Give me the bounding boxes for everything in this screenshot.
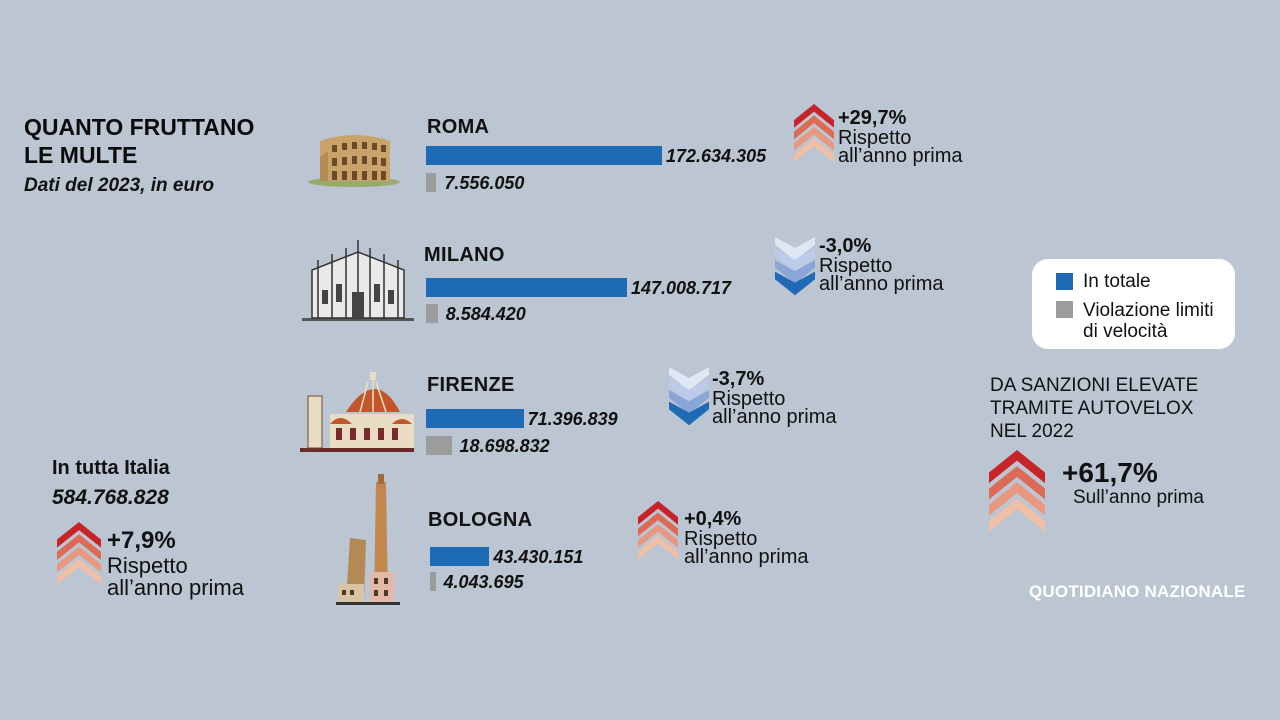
legend-label-speed: Violazione limiti di velocità — [1083, 300, 1214, 342]
chevron-stripe — [669, 401, 709, 426]
change-text-firenze: Rispetto all’anno prima — [712, 388, 837, 428]
bar-total-firenze — [426, 409, 524, 428]
italy-label: In tutta Italia — [52, 457, 170, 479]
chevron-stripe — [989, 498, 1045, 532]
florence-duomo-icon — [300, 372, 414, 452]
legend-swatch-speed — [1056, 301, 1073, 318]
bar-speed-bologna — [430, 572, 436, 591]
change-value-firenze: -3,7% — [712, 368, 765, 390]
change-value-bologna: +0,4% — [684, 508, 742, 530]
bar-speed-milano — [426, 304, 438, 323]
value-speed-roma: 7.556.050 — [444, 173, 525, 193]
change-value-milano: -3,0% — [819, 235, 872, 257]
chevron-stripe — [989, 450, 1045, 484]
value-speed-milano: 8.584.420 — [445, 304, 526, 324]
arrow-up-icon — [989, 450, 1045, 532]
chevron-stripe — [57, 558, 101, 585]
bar-speed-roma — [426, 173, 437, 192]
value-total-roma: 172.634.305 — [666, 146, 767, 166]
chevron-stripe — [57, 546, 101, 573]
arrow-up-icon — [794, 104, 834, 163]
change-text-bologna: Rispetto all’anno prima — [684, 528, 809, 568]
chevron-stripe — [638, 535, 678, 560]
chevron-stripe — [669, 378, 709, 403]
italy-change: +7,9% — [107, 527, 176, 554]
chevron-stripe — [57, 522, 101, 548]
bar-total-milano — [426, 278, 627, 297]
chevron-stripe — [775, 271, 815, 296]
change-value-roma: +29,7% — [838, 107, 907, 129]
legend-label-total: In totale — [1083, 271, 1151, 292]
autovelox-change-text: Sull’anno prima — [1073, 487, 1204, 508]
bar-total-bologna — [430, 547, 490, 566]
chevron-stripe — [775, 237, 815, 261]
colosseum-icon — [308, 135, 400, 187]
bologna-towers-icon — [336, 474, 400, 605]
autovelox-note: DA SANZIONI ELEVATE TRAMITE AUTOVELOX NE… — [990, 375, 1199, 442]
autovelox-change: +61,7% — [1062, 457, 1158, 488]
value-speed-bologna: 4.043.695 — [443, 572, 524, 592]
bar-total-roma — [426, 146, 662, 165]
chevron-stripe — [794, 115, 834, 140]
chevron-stripe — [794, 138, 834, 163]
change-text-milano: Rispetto all’anno prima — [819, 255, 944, 295]
value-total-firenze: 71.396.839 — [527, 409, 618, 429]
chart-title: QUANTO FRUTTANO LE MULTE — [24, 114, 255, 168]
value-speed-firenze: 18.698.832 — [459, 436, 550, 456]
brand-logo: QUOTIDIANO NAZIONALE — [1029, 582, 1246, 601]
chevron-stripe — [638, 524, 678, 548]
chevron-stripe — [669, 367, 709, 391]
value-total-milano: 147.008.717 — [630, 278, 732, 298]
chevron-stripe — [794, 127, 834, 151]
value-total-bologna: 43.430.151 — [493, 547, 584, 567]
arrow-down-icon — [775, 237, 815, 296]
arrow-down-icon — [669, 367, 709, 426]
chart-subtitle: Dati del 2023, in euro — [24, 175, 215, 196]
city-label-roma: ROMA — [427, 116, 490, 138]
chevron-stripe — [775, 260, 815, 284]
chevron-stripe — [57, 534, 101, 560]
legend: In totale Violazione limiti di velocità — [1032, 259, 1235, 349]
arrow-up-icon — [57, 522, 101, 585]
chevron-stripe — [989, 466, 1045, 500]
chevron-stripe — [794, 104, 834, 128]
chevron-stripe — [775, 248, 815, 273]
italy-change-text: Rispetto all’anno prima — [107, 553, 244, 600]
city-label-milano: MILANO — [424, 244, 505, 266]
bar-speed-firenze — [426, 436, 452, 455]
arrow-up-icon — [638, 501, 678, 560]
city-label-bologna: BOLOGNA — [428, 509, 533, 531]
city-label-firenze: FIRENZE — [427, 374, 515, 396]
milan-cathedral-icon — [302, 240, 414, 321]
legend-swatch-total — [1056, 273, 1073, 290]
chevron-stripe — [989, 482, 1045, 516]
chevron-stripe — [638, 501, 678, 525]
chevron-stripe — [669, 390, 709, 414]
italy-value: 584.768.828 — [52, 486, 169, 509]
chevron-stripe — [638, 512, 678, 537]
change-text-roma: Rispetto all’anno prima — [838, 127, 963, 167]
